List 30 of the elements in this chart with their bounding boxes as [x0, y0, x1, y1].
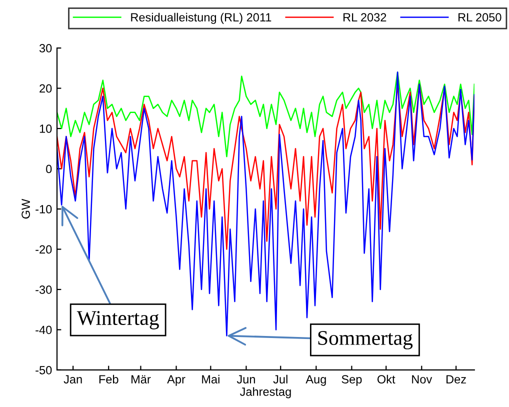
legend-label: Residualleistung (RL) 2011	[131, 12, 272, 24]
x-tick-label: Feb	[99, 374, 118, 384]
y-tick-label: -20	[36, 245, 52, 254]
y-tick-label: -50	[36, 366, 52, 374]
x-tick-label: Dez	[446, 375, 466, 384]
annotation: Sommertag	[318, 331, 413, 350]
x-tick-label: Apr	[167, 375, 186, 386]
y-tick-label: 20	[40, 84, 52, 93]
line-series	[57, 72, 474, 158]
x-tick-label: Jul	[273, 374, 288, 384]
legend-label: RL 2050	[458, 13, 502, 22]
y-tick-label: 10	[40, 124, 52, 133]
y-tick-label: -30	[36, 286, 52, 294]
y-tick-label: -40	[36, 326, 52, 334]
y-tick-label: 0	[46, 164, 52, 174]
x-axis-title: Jahrestag	[240, 387, 291, 398]
x-tick-label: Sep	[342, 375, 362, 386]
x-tick-label: Aug	[306, 375, 326, 386]
x-tick-label: Jan	[64, 375, 82, 384]
x-tick-label: Jun	[236, 375, 255, 384]
x-tick-label: Mai	[202, 374, 220, 384]
annotation: Wintertag	[76, 311, 159, 330]
line-series	[57, 84, 474, 250]
x-tick-label: Okt	[377, 374, 396, 384]
x-tick-label: Nov	[412, 375, 432, 384]
legend-label: RL 2032	[343, 13, 386, 22]
y-tick-label: 30	[39, 44, 52, 52]
y-tick-label: -10	[36, 205, 52, 214]
x-tick-label: Mär	[132, 375, 151, 384]
y-axis-title: GW	[22, 198, 30, 219]
